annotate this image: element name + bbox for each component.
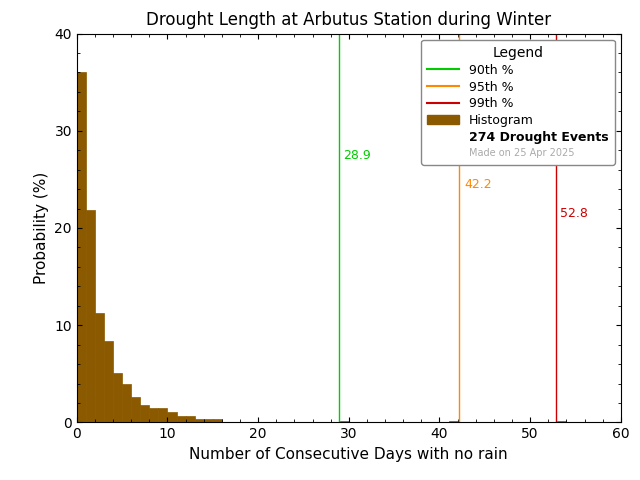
Bar bbox=[186, 416, 195, 422]
Bar bbox=[204, 419, 212, 422]
X-axis label: Number of Consecutive Days with no rain: Number of Consecutive Days with no rain bbox=[189, 447, 508, 462]
Bar bbox=[77, 72, 86, 422]
Bar bbox=[158, 408, 168, 422]
Text: 28.9: 28.9 bbox=[344, 149, 371, 162]
Bar bbox=[149, 408, 158, 422]
Bar bbox=[168, 412, 177, 422]
Bar bbox=[104, 341, 113, 422]
Title: Drought Length at Arbutus Station during Winter: Drought Length at Arbutus Station during… bbox=[146, 11, 552, 29]
Bar bbox=[131, 397, 140, 422]
Bar bbox=[449, 421, 458, 422]
Bar bbox=[113, 373, 122, 422]
Bar bbox=[140, 405, 149, 422]
Bar bbox=[557, 421, 566, 422]
Y-axis label: Probability (%): Probability (%) bbox=[34, 172, 49, 284]
Legend: 90th %, 95th %, 99th %, Histogram, 274 Drought Events, Made on 25 Apr 2025: 90th %, 95th %, 99th %, Histogram, 274 D… bbox=[421, 40, 614, 165]
Text: 42.2: 42.2 bbox=[464, 178, 492, 191]
Bar bbox=[340, 421, 349, 422]
Bar bbox=[212, 419, 222, 422]
Bar bbox=[122, 384, 131, 422]
Bar bbox=[86, 210, 95, 422]
Bar bbox=[177, 416, 186, 422]
Bar bbox=[95, 312, 104, 422]
Bar bbox=[195, 419, 204, 422]
Text: 52.8: 52.8 bbox=[560, 207, 588, 220]
